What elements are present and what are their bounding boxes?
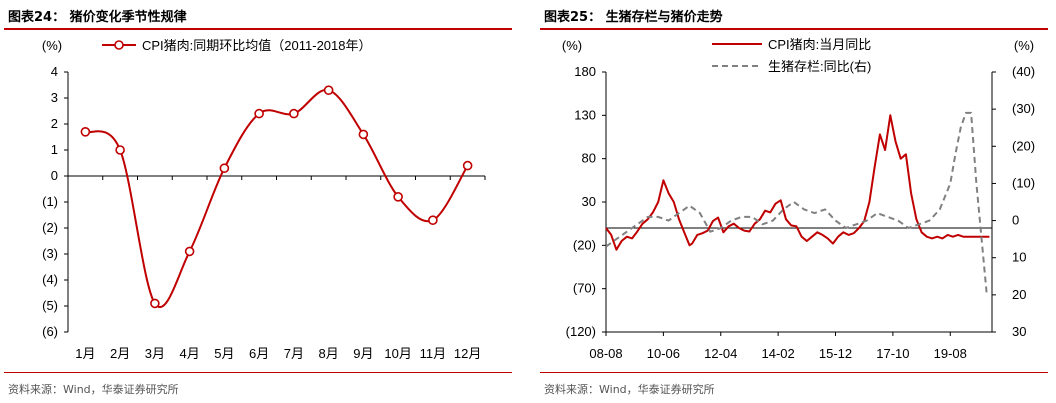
y-tick-label: (6) [42, 324, 58, 339]
inventory-price-line-chart: 180 130 80 30 (20) (70) (120) (40) (30) (20) (10) 0… [562, 37, 1035, 361]
y-tick-label-left: (70) [573, 281, 596, 296]
y-tick-label-right: (10) [1012, 175, 1035, 190]
figure-title: 图表25： 生猪存栏与猪价走势 [544, 10, 723, 25]
data-point [393, 192, 403, 202]
source-divider [4, 372, 512, 373]
data-point [184, 246, 195, 257]
y-tick-label-right: (30) [1012, 101, 1035, 116]
x-tick-label: 08-08 [589, 346, 622, 361]
y-tick-label: (1) [42, 194, 58, 209]
series-line-hog-inventory [605, 111, 988, 295]
y-tick-label-right: 0 [1012, 213, 1019, 228]
x-tick-label: 12月 [454, 346, 481, 361]
data-point [323, 85, 334, 95]
y-tick-label-right: 20 [1012, 287, 1026, 302]
y-tick-label-right: 10 [1012, 250, 1026, 265]
x-tick-label: 4月 [180, 346, 200, 361]
y-tick-label: 1 [51, 142, 58, 157]
y-tick-label: (2) [42, 220, 58, 235]
x-tick-label: 5月 [214, 346, 234, 361]
y-tick-label-left: 30 [582, 194, 596, 209]
series-line-cpi-yoy [605, 114, 990, 251]
x-tick-label: 9月 [353, 346, 373, 361]
y-tick-label-right: (20) [1012, 138, 1035, 153]
legend-label: CPI猪肉:同期环比均值（2011-2018年） [142, 38, 372, 53]
seasonal-line-chart: 4 3 2 1 0 (1) (2) (3) (4) (5) (6) 1月 2月 3月 4月 5月 6月 7月 8月 9… [42, 38, 486, 361]
series-line-cpi-mom [84, 89, 469, 308]
data-point [219, 163, 230, 173]
data-point [254, 108, 264, 119]
legend-label-cpi: CPI猪肉:当月同比 [768, 37, 871, 52]
data-point [462, 160, 473, 171]
y-tick-label-left: 80 [582, 151, 596, 166]
y-tick-label-right: (40) [1012, 64, 1035, 79]
x-tick-label: 11月 [420, 346, 447, 361]
figure-title: 图表24： 猪价变化季节性规律 [8, 10, 187, 25]
y-unit-label-left: (%) [562, 38, 582, 53]
title-divider [540, 28, 1048, 30]
y-tick-label: (4) [42, 272, 58, 287]
x-tick-label: 15-12 [819, 346, 852, 361]
data-point [150, 298, 160, 309]
chart-panel-seasonal: 图表24： 猪价变化季节性规律 4 3 2 1 0 (1) (2) (3) (4) (5) (6) 1… [0, 0, 520, 403]
y-tick-label: 2 [51, 116, 58, 131]
y-tick-label: 4 [51, 64, 58, 79]
source-note: 资料来源：Wind，华泰证券研究所 [544, 383, 715, 396]
data-point [289, 108, 299, 119]
legend-label-inventory: 生猪存栏:同比(右) [768, 59, 871, 74]
x-tick-label: 2月 [110, 346, 130, 361]
y-tick-label-left: 130 [574, 107, 596, 122]
x-tick-label: 3月 [145, 346, 165, 361]
y-tick-label: 3 [51, 90, 58, 105]
y-tick-label: (3) [42, 246, 58, 261]
x-tick-label: 19-08 [934, 346, 967, 361]
data-point [115, 145, 125, 155]
legend-marker [114, 40, 124, 50]
source-note: 资料来源：Wind，华泰证券研究所 [8, 383, 179, 396]
data-point [428, 215, 438, 225]
x-tick-label: 14-02 [762, 346, 795, 361]
x-tick-label: 12-04 [704, 346, 737, 361]
y-unit-label: (%) [42, 38, 62, 53]
x-tick-label: 8月 [319, 346, 339, 361]
y-unit-label-right: (%) [1014, 38, 1034, 53]
x-tick-label: 10-06 [647, 346, 680, 361]
y-tick-label: 0 [51, 168, 58, 183]
title-divider [4, 28, 512, 30]
source-divider [540, 372, 1048, 373]
data-point [80, 127, 91, 137]
y-tick-label: (5) [42, 298, 58, 313]
x-tick-label: 1月 [75, 346, 95, 361]
x-tick-label: 10月 [384, 346, 411, 361]
y-tick-label-left: (120) [566, 324, 596, 339]
x-tick-label: 6月 [249, 346, 269, 361]
y-tick-label-left: 180 [574, 64, 596, 79]
data-point [358, 129, 369, 140]
y-tick-label-right: 30 [1012, 324, 1026, 339]
x-tick-label: 7月 [284, 346, 304, 361]
x-tick-label: 17-10 [876, 346, 909, 361]
chart-panel-hog-inventory: 图表25： 生猪存栏与猪价走势 180 130 80 30 (20) (70) (120) (… [536, 0, 1056, 403]
y-tick-label-left: (20) [573, 237, 596, 252]
